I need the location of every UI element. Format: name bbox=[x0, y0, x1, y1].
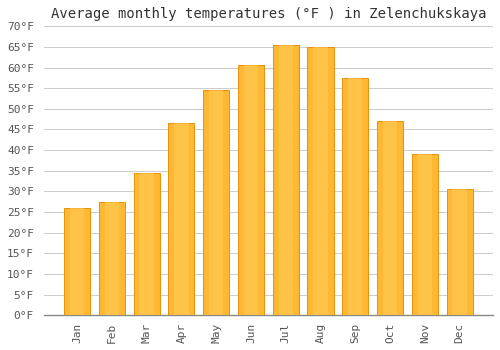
Bar bbox=[272, 45, 299, 315]
Bar bbox=[314, 47, 328, 315]
Bar bbox=[99, 202, 125, 315]
Bar bbox=[209, 90, 224, 315]
Bar bbox=[238, 65, 264, 315]
Bar bbox=[418, 154, 432, 315]
Bar bbox=[377, 121, 403, 315]
Bar bbox=[308, 47, 334, 315]
Bar bbox=[64, 208, 90, 315]
Bar bbox=[70, 208, 84, 315]
Bar bbox=[244, 65, 258, 315]
Bar bbox=[342, 78, 368, 315]
Bar bbox=[383, 121, 397, 315]
Bar bbox=[203, 90, 229, 315]
Bar bbox=[452, 189, 467, 315]
Title: Average monthly temperatures (°F ) in Zelenchukskaya: Average monthly temperatures (°F ) in Ze… bbox=[50, 7, 486, 21]
Bar bbox=[278, 45, 293, 315]
Bar bbox=[140, 173, 154, 315]
Bar bbox=[348, 78, 362, 315]
Bar bbox=[446, 189, 472, 315]
Bar bbox=[412, 154, 438, 315]
Bar bbox=[168, 123, 194, 315]
Bar bbox=[134, 173, 160, 315]
Bar bbox=[104, 202, 119, 315]
Bar bbox=[174, 123, 188, 315]
